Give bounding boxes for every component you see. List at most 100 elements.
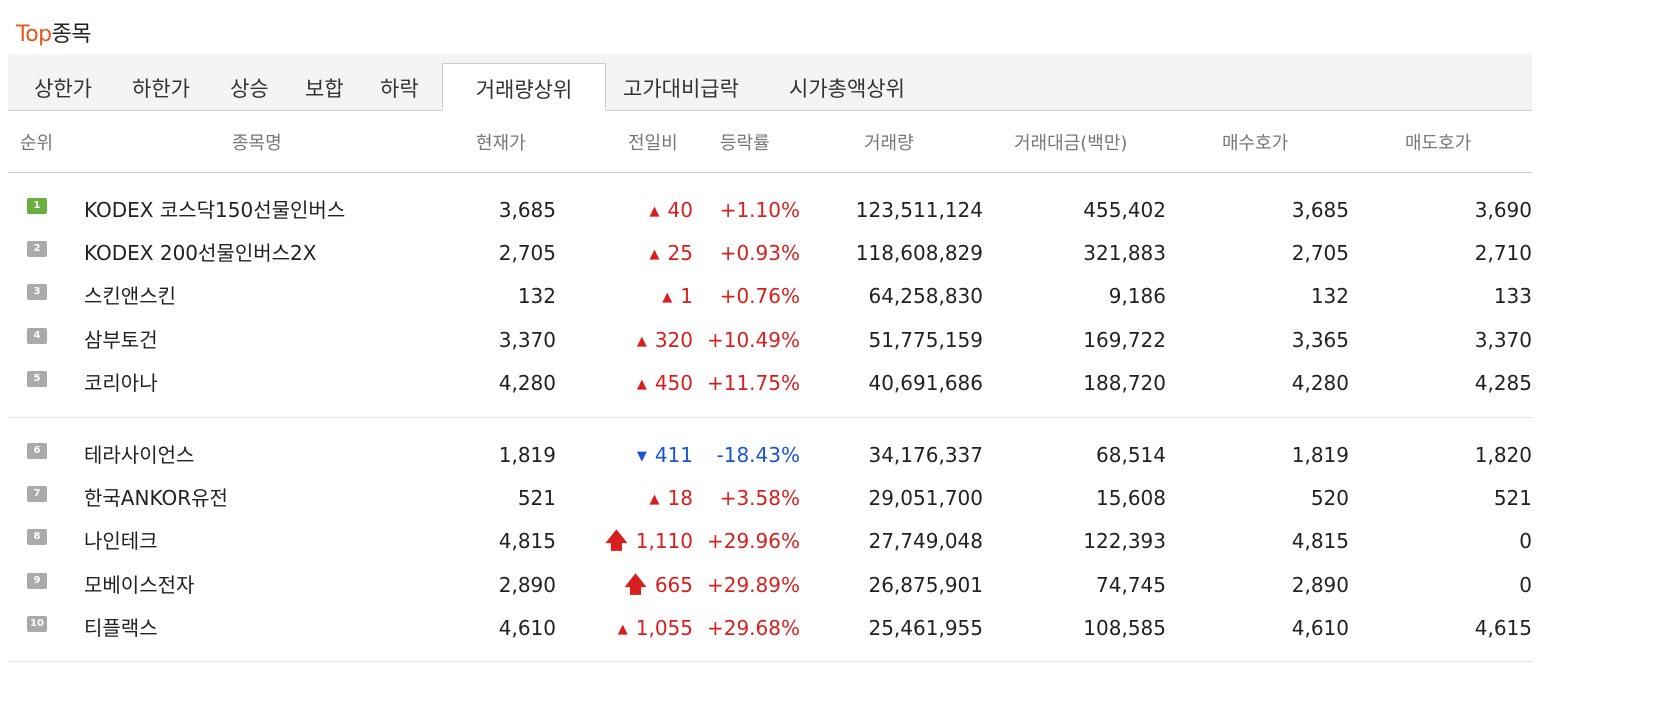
trade-amount: 455,402 xyxy=(1083,198,1166,222)
change-rate: +0.76% xyxy=(719,284,800,308)
down-triangle-icon: ▼ xyxy=(636,449,647,464)
tab-rise[interactable]: 상승 xyxy=(230,77,269,101)
current-price: 4,280 xyxy=(498,371,556,395)
table-row: 1 KODEX 코스닥150선물인버스 3,685 ▲ 40 +1.10% 123,511,… xyxy=(8,180,1532,223)
change-rate: +3.58% xyxy=(719,486,800,510)
ask-price: 3,690 xyxy=(1474,198,1532,222)
change-cell: ▲ 40 xyxy=(568,180,693,242)
bid-price: 3,365 xyxy=(1291,328,1349,352)
current-price: 132 xyxy=(517,284,556,308)
up-triangle-icon: ▲ xyxy=(617,622,628,637)
tab-lower-limit[interactable]: 하한가 xyxy=(132,77,190,101)
change-cell: ▲ 450 xyxy=(568,353,693,415)
table-row: 4 삼부토건 3,370 ▲ 320 +10.49% 51,775,159 169,722 3,… xyxy=(8,310,1532,353)
header-amount: 거래대금(백만) xyxy=(1014,133,1128,154)
current-price: 1,819 xyxy=(498,443,556,467)
stock-name-link[interactable]: 나인테크 xyxy=(84,529,158,553)
header-price: 현재가 xyxy=(476,133,526,154)
up-triangle-icon: ▲ xyxy=(636,377,647,392)
volume: 64,258,830 xyxy=(868,284,983,308)
header-bid: 매수호가 xyxy=(1222,133,1289,154)
change-value: 1 xyxy=(680,284,693,308)
tab-drop-from-high[interactable]: 고가대비급락 xyxy=(623,77,739,101)
bid-price: 1,819 xyxy=(1291,443,1349,467)
stock-name-link[interactable]: 삼부토건 xyxy=(84,328,158,352)
change-value: 450 xyxy=(654,371,693,395)
header-volume: 거래량 xyxy=(864,133,914,154)
change-cell: ▼ 411 xyxy=(568,425,693,487)
bid-price: 4,815 xyxy=(1291,529,1349,553)
change-cell: ▲ 25 xyxy=(568,223,693,285)
header-rate: 등락률 xyxy=(720,133,770,154)
rank-badge: 9 xyxy=(27,573,47,589)
ask-price: 4,285 xyxy=(1474,371,1532,395)
volume: 25,461,955 xyxy=(868,616,983,640)
stock-name-link[interactable]: 테라사이언스 xyxy=(84,443,195,467)
section-title-text: 종목 xyxy=(51,22,92,47)
stock-name-link[interactable]: 티플랙스 xyxy=(84,616,158,640)
volume: 51,775,159 xyxy=(868,328,983,352)
volume: 118,608,829 xyxy=(855,241,983,265)
rank-badge: 5 xyxy=(27,371,47,387)
ask-price: 133 xyxy=(1493,284,1532,308)
table-row: 9 모베이스전자 2,890 🡅 665 +29.89% 26,875,901 74,745 2… xyxy=(8,555,1532,598)
up-triangle-icon: ▲ xyxy=(649,492,660,507)
volume: 123,511,124 xyxy=(855,198,983,222)
stock-name-link[interactable]: 한국ANKOR유전 xyxy=(84,486,228,510)
rank-badge: 4 xyxy=(27,328,47,344)
bid-price: 2,705 xyxy=(1291,241,1349,265)
stock-name-link[interactable]: KODEX 코스닥150선물인버스 xyxy=(84,198,346,222)
stock-name-link[interactable]: 코리아나 xyxy=(84,371,158,395)
table-row: 2 KODEX 200선물인버스2X 2,705 ▲ 25 +0.93% 118,608,8… xyxy=(8,223,1532,266)
change-value: 18 xyxy=(667,486,693,510)
change-cell: ▲ 1,055 xyxy=(568,598,693,660)
ask-price: 1,820 xyxy=(1474,443,1532,467)
limit-up-arrow-icon: 🡅 xyxy=(605,529,628,554)
change-rate: +11.75% xyxy=(706,371,800,395)
table-row: 8 나인테크 4,815 🡅 1,110 +29.96% 27,749,048 122,393… xyxy=(8,511,1532,554)
tab-fall[interactable]: 하락 xyxy=(380,77,419,101)
table-row: 5 코리아나 4,280 ▲ 450 +11.75% 40,691,686 188,720 4,… xyxy=(8,353,1532,396)
change-value: 25 xyxy=(667,241,693,265)
stock-name-link[interactable]: 스킨앤스킨 xyxy=(84,284,176,308)
ask-price: 0 xyxy=(1519,573,1532,597)
change-rate: +1.10% xyxy=(719,198,800,222)
section-title: Top종목 xyxy=(16,16,92,48)
tab-volume-top[interactable]: 거래량상위 xyxy=(442,63,606,111)
rank-badge: 10 xyxy=(27,616,47,632)
rank-badge: 7 xyxy=(27,486,47,502)
bid-price: 4,610 xyxy=(1291,616,1349,640)
stock-name-link[interactable]: KODEX 200선물인버스2X xyxy=(84,241,317,265)
group-divider xyxy=(8,417,1532,418)
ask-price: 4,615 xyxy=(1474,616,1532,640)
trade-amount: 122,393 xyxy=(1083,529,1166,553)
rank-badge: 6 xyxy=(27,443,47,459)
tab-steady[interactable]: 보합 xyxy=(305,77,344,101)
tab-market-cap-top[interactable]: 시가총액상위 xyxy=(789,77,905,101)
header-change: 전일비 xyxy=(628,133,678,154)
trade-amount: 15,608 xyxy=(1096,486,1166,510)
volume: 29,051,700 xyxy=(868,486,983,510)
current-price: 4,815 xyxy=(498,529,556,553)
tab-upper-limit[interactable]: 상한가 xyxy=(34,77,92,101)
up-triangle-icon: ▲ xyxy=(662,290,673,305)
bid-price: 132 xyxy=(1310,284,1349,308)
change-cell: ▲ 18 xyxy=(568,468,693,530)
trade-amount: 108,585 xyxy=(1083,616,1166,640)
current-price: 3,685 xyxy=(498,198,556,222)
change-value: 320 xyxy=(654,328,693,352)
stock-name-link[interactable]: 모베이스전자 xyxy=(84,573,195,597)
bid-price: 4,280 xyxy=(1291,371,1349,395)
current-price: 2,705 xyxy=(498,241,556,265)
change-value: 665 xyxy=(654,573,693,597)
header-name: 종목명 xyxy=(232,133,282,154)
change-rate: -18.43% xyxy=(716,443,800,467)
table-row: 3 스킨앤스킨 132 ▲ 1 +0.76% 64,258,830 9,186 132 133 xyxy=(8,266,1532,309)
ask-price: 3,370 xyxy=(1474,328,1532,352)
trade-amount: 169,722 xyxy=(1083,328,1166,352)
up-triangle-icon: ▲ xyxy=(649,204,660,219)
ask-price: 0 xyxy=(1519,529,1532,553)
ask-price: 2,710 xyxy=(1474,241,1532,265)
change-rate: +29.89% xyxy=(706,573,800,597)
table-row: 6 테라사이언스 1,819 ▼ 411 -18.43% 34,176,337 68,514 1… xyxy=(8,425,1532,468)
